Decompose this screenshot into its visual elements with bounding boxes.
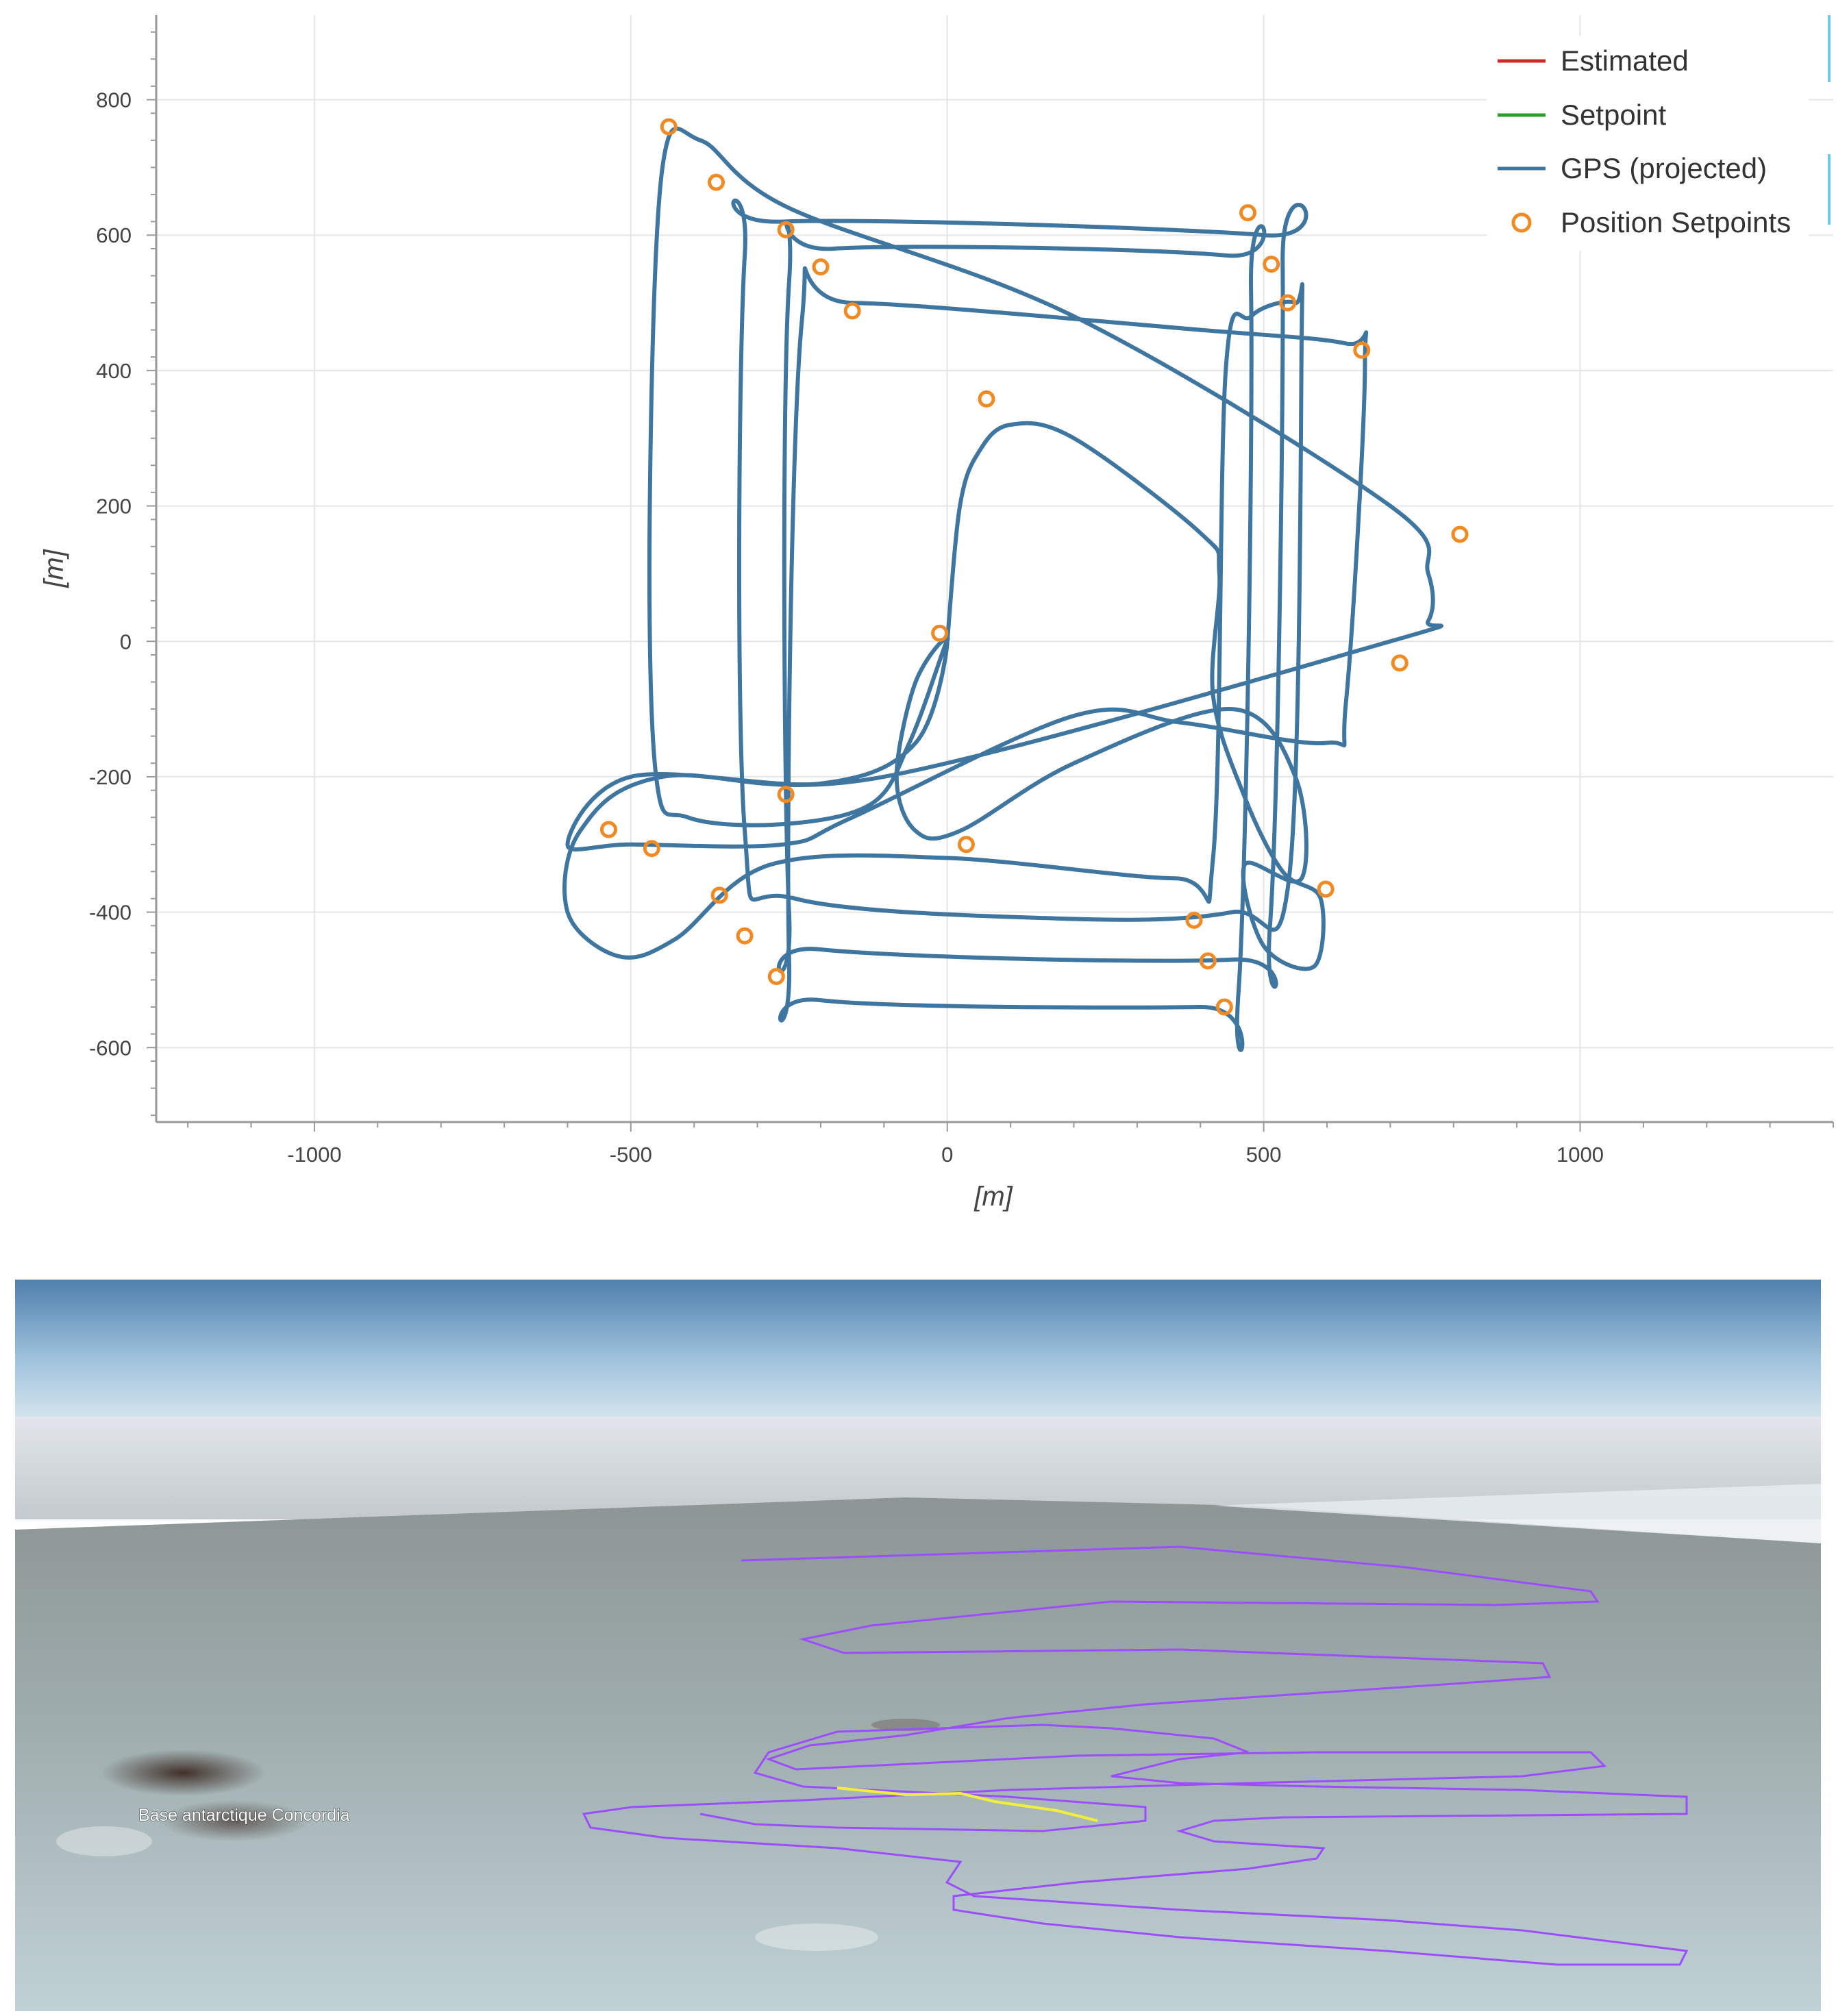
position-setpoint-marker: [599, 821, 617, 838]
y-tick-label: 200: [96, 495, 132, 519]
position-setpoint-marker: [931, 624, 949, 642]
x-tick-label: 0: [941, 1143, 953, 1167]
position-setpoint-marker: [767, 967, 785, 985]
x-tick-label: -500: [610, 1143, 652, 1167]
station-label: Base antarctique Concordia: [138, 1806, 350, 1825]
position-setpoint-marker: [777, 786, 795, 804]
legend: Estimated Setpoint GPS (projected) Posit…: [1487, 36, 1809, 251]
y-tick-label: 800: [96, 88, 132, 112]
y-tick-label: -200: [89, 765, 132, 789]
y-tick-label: 0: [120, 630, 132, 654]
legend-item-estimated: Estimated: [1498, 45, 1689, 77]
position-setpoint-marker: [1185, 911, 1203, 929]
legend-label-setpoint: Setpoint: [1561, 99, 1666, 131]
x-tick-label: -1000: [287, 1143, 341, 1167]
distant-snowfield: [1214, 1484, 1821, 1543]
position-setpoint-marker: [736, 927, 754, 945]
terrain-photo: Base antarctique Concordia: [15, 1280, 1821, 2011]
flight-track: [582, 1545, 1689, 1966]
legend-item-setpoint: Setpoint: [1498, 99, 1666, 131]
position-setpoint-marker: [957, 836, 975, 854]
axes: [155, 15, 1833, 1123]
y-tick-label: 600: [96, 223, 132, 247]
station-buildings: [101, 1750, 265, 1796]
position-setpoint-marker: [1353, 341, 1371, 359]
position-setpoint-marker: [1391, 654, 1409, 672]
position-setpoint-marker: [1451, 525, 1469, 543]
axis-ticks: -1000 -500 0 500 1000 -600 -400 -200 0 200 400 600 8…: [89, 31, 1834, 1167]
trajectory-plot: -1000 -500 0 500 1000 -600 -400 -200 0 200 400 600 8…: [39, 15, 1834, 1212]
grid-lines: [156, 15, 1833, 1122]
gps-trajectory-line: [562, 126, 1443, 1052]
legend-item-gps: GPS (projected): [1498, 152, 1767, 184]
snow-drift: [755, 1924, 878, 1951]
x-tick-label: 500: [1246, 1143, 1282, 1167]
position-setpoint-marker: [643, 840, 660, 858]
x-tick-label: 1000: [1556, 1143, 1604, 1167]
legend-item-position-setpoints: Position Setpoints: [1511, 206, 1791, 238]
trajectory-chart: -1000 -500 0 500 1000 -600 -400 -200 0 200 400 600 8…: [39, 15, 1834, 1212]
position-setpoint-marker: [1279, 294, 1297, 312]
y-axis-label: [m]: [39, 549, 69, 588]
terrain-3d-view: Base antarctique Concordia: [15, 1280, 1821, 2011]
position-setpoint-marker: [1215, 998, 1233, 1016]
track-highlight: [836, 1787, 1098, 1822]
position-setpoint-marker: [710, 886, 728, 904]
legend-label-estimated: Estimated: [1561, 45, 1689, 77]
position-setpoint-marker: [777, 221, 795, 238]
ice-plateau: [15, 1497, 1821, 2011]
legend-swatch-position-setpoints: [1511, 212, 1532, 233]
position-setpoints-layer: [599, 118, 1469, 1016]
position-setpoint-marker: [843, 302, 861, 320]
position-setpoint-marker: [812, 258, 830, 276]
legend-label-position-setpoints: Position Setpoints: [1561, 206, 1791, 238]
position-setpoint-marker: [1263, 256, 1280, 273]
x-axis-label: [m]: [973, 1182, 1013, 1212]
position-setpoint-marker: [978, 390, 995, 408]
y-tick-label: -400: [89, 901, 132, 925]
position-setpoint-marker: [660, 118, 678, 136]
station-buildings: [159, 1800, 310, 1841]
legend-label-gps: GPS (projected): [1561, 152, 1767, 184]
legend-box: [1487, 36, 1809, 251]
position-setpoint-marker: [708, 173, 725, 191]
y-tick-label: -600: [89, 1036, 132, 1060]
position-setpoint-marker: [1317, 880, 1335, 898]
position-setpoint-marker: [1239, 204, 1257, 222]
series-layer: [562, 126, 1443, 1052]
sky: [15, 1280, 1821, 1423]
snow-drift: [56, 1826, 152, 1856]
position-setpoint-marker: [1199, 952, 1217, 970]
y-tick-label: 400: [96, 359, 132, 383]
